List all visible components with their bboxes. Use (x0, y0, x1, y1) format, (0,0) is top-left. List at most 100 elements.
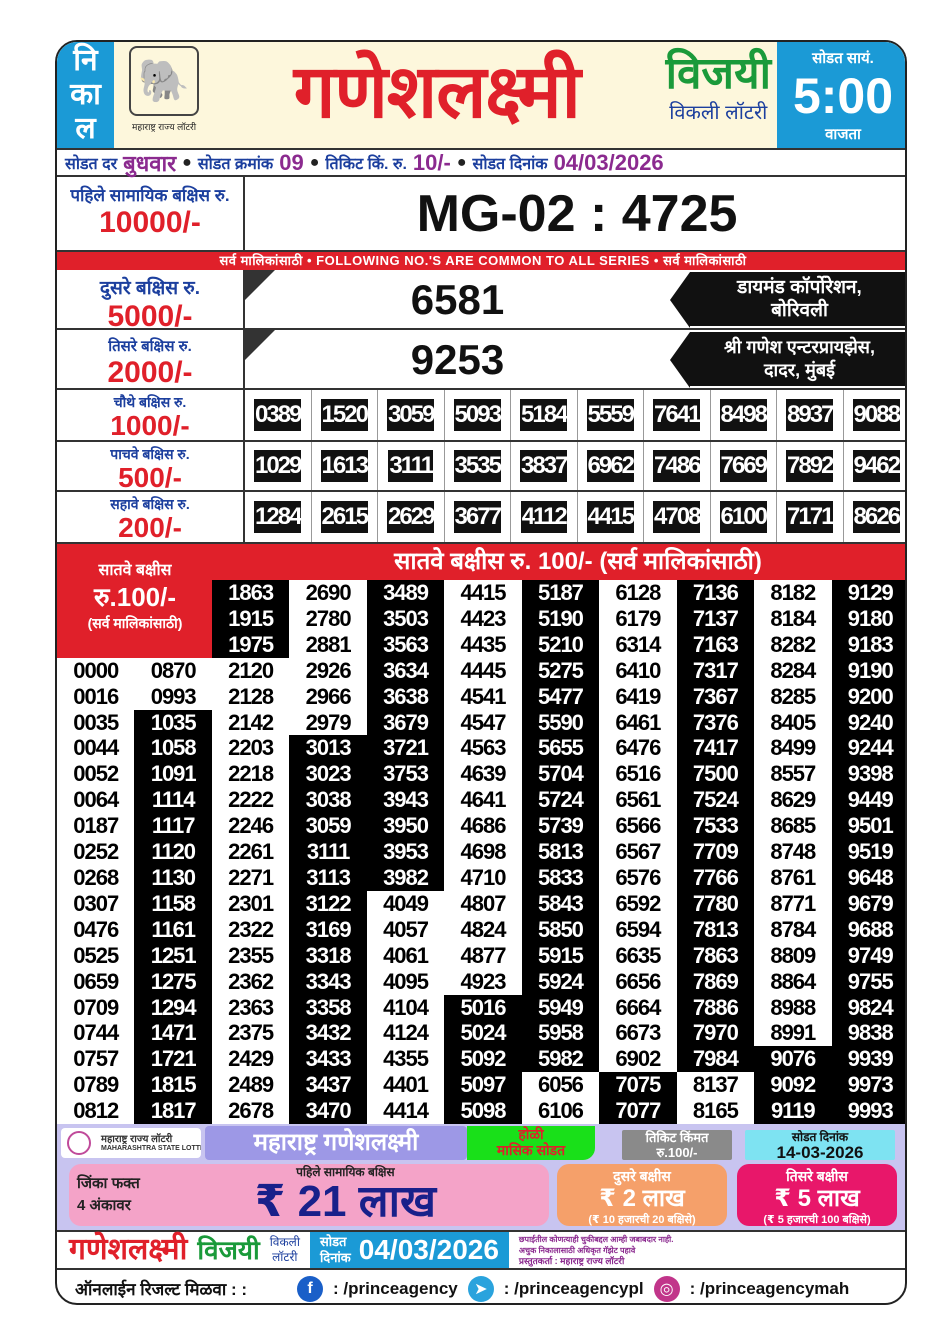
seventh-prize-number: 8557 (754, 761, 832, 788)
telegram-icon[interactable]: ➤ (467, 1275, 494, 1302)
seventh-prize-number: 7136 (676, 580, 755, 606)
seventh-prize-number: 2926 (289, 657, 367, 684)
seventh-prize-number: 3318 (289, 942, 367, 969)
seventh-prize-number: 2979 (289, 709, 367, 736)
seventh-prize-number: 5190 (521, 605, 600, 632)
prize-number: 7641 (653, 399, 701, 431)
seventh-prize-number: 1915 (211, 605, 290, 632)
seventh-prize-number: 5949 (521, 994, 600, 1021)
subtitle-block: विजयी विकली लॉटरी (660, 42, 777, 148)
seventh-prize-number: 9749 (831, 942, 905, 969)
seventh-prize-number: 4095 (366, 968, 445, 995)
seventh-prize-number: 6056 (521, 1072, 600, 1099)
prize-number: 0389 (254, 399, 302, 431)
seventh-prize-number: 9129 (831, 580, 905, 606)
seventh-prize-number: 0789 (57, 1072, 135, 1099)
seventh-prize-number: 9092 (754, 1072, 832, 1099)
seventh-prize-number: 2362 (211, 968, 290, 995)
seventh-prize-number: 1161 (134, 916, 212, 943)
seventh-prize-number: 2261 (211, 839, 290, 865)
seventh-prize-number: 0016 (57, 683, 135, 710)
seventh-prize-number: 9449 (831, 787, 905, 814)
seventh-prize-number: 3503 (366, 605, 445, 632)
seventh-prize-number: 0307 (57, 890, 135, 917)
seventh-prize-number: 0044 (57, 735, 135, 762)
seventh-prize-number: 8282 (754, 631, 832, 658)
prize-number: 9462 (852, 450, 901, 482)
seventh-prize-number: 4923 (444, 968, 522, 995)
state-lottery-text-en: MAHARASHTRA STATE LOTTERY (101, 1145, 201, 1152)
seventh-prize-number: 3111 (289, 839, 367, 865)
instagram-link[interactable]: : /princeagencymah (689, 1278, 850, 1298)
telegram-link[interactable]: : /princeagencypl (503, 1278, 644, 1298)
first-prize-promo-amount: ₹ 21 लाख (254, 1177, 436, 1226)
prize-number: 3535 (453, 450, 502, 482)
seventh-prize-number: 9240 (831, 709, 905, 736)
prize-label: तिसरे बक्षिस रु. 2000/- (57, 330, 245, 389)
promo-amount: ₹ 5 लाख (774, 1185, 860, 1212)
seventh-prize-number: 7813 (676, 916, 755, 943)
seventh-prize-number: 4547 (444, 709, 522, 736)
seventh-prize-number: 7417 (676, 735, 755, 762)
seventh-prize-number: 2429 (211, 1046, 290, 1073)
seventh-prize-number: 2355 (211, 942, 290, 969)
seventh-prize-number: 1275 (134, 968, 212, 995)
seventh-prize-number: 5739 (521, 813, 600, 840)
number-cell: 0389 (245, 390, 312, 440)
seventh-prize-number: 5655 (521, 735, 600, 762)
seventh-prize-number: 0757 (57, 1046, 135, 1073)
facebook-link[interactable]: : /princeagency (333, 1278, 458, 1298)
seventh-prize-number: 5843 (521, 890, 600, 917)
seventh-prize-number: 5210 (521, 631, 600, 658)
seventh-prize-label: सातवे बक्षीस रु.100/- (सर्व मालिकांसाठी) (57, 558, 213, 633)
seventh-prize-number: 1863 (211, 580, 290, 606)
prize-number: 9088 (852, 399, 901, 431)
presenter: प्रस्तुतकर्ता : महाराष्ट्र राज्य लॉटरी (518, 1255, 625, 1266)
number-cell: 8498 (711, 390, 777, 440)
seventh-prize-number: 3489 (366, 580, 445, 606)
seventh-prize-number: 9183 (831, 631, 905, 658)
seller-tag (245, 330, 275, 360)
seventh-prize-number: 5275 (521, 657, 600, 684)
seventh-prize-number: 3634 (366, 657, 445, 684)
seventh-prize-number: 1815 (134, 1072, 212, 1099)
seventh-prize-number: 8991 (754, 1020, 832, 1047)
prize-number: 5184 (520, 399, 568, 431)
seventh-prize-number: 9688 (831, 916, 905, 943)
seventh-prize-number: 9398 (831, 761, 905, 788)
seventh-prize-number: 1117 (134, 813, 212, 840)
seventh-prize-number: 8761 (754, 864, 832, 891)
seventh-prize-number: 8184 (754, 605, 832, 632)
seventh-prize-number: 3679 (366, 709, 445, 736)
seventh-prize-number: 1251 (134, 942, 212, 969)
instagram-icon[interactable]: ◎ (653, 1275, 680, 1302)
label-line: (सर्व मालिकांसाठी) (87, 615, 183, 631)
seventh-prize-number: 2203 (211, 735, 290, 762)
seventh-prize-number: 2375 (211, 1020, 290, 1047)
seventh-prize-number: 0659 (57, 968, 135, 995)
seventh-prize-number: 1975 (211, 631, 290, 658)
seller-tag (245, 270, 275, 300)
seventh-prize-number: 4639 (444, 761, 522, 788)
seventh-prize-number: 7780 (676, 890, 755, 917)
seventh-prize-number: 0525 (57, 942, 135, 969)
seventh-prize-number: 7137 (676, 605, 755, 632)
seventh-prize-number: 7077 (599, 1098, 677, 1125)
seventh-prize-number: 4807 (444, 890, 522, 917)
seventh-prize-number: 6656 (599, 968, 677, 995)
seventh-prize-number: 0709 (57, 994, 135, 1021)
seventh-prize-number: 0993 (134, 683, 212, 710)
lottery-subtitle: विजयी (665, 49, 771, 98)
seventh-prize-number: 6516 (599, 761, 677, 788)
prize-number: 7892 (786, 450, 834, 482)
seventh-prize-number: 6106 (521, 1098, 600, 1125)
seventh-prize-number: 5016 (444, 994, 522, 1021)
prize-label: सहावे बक्षिस रु. 200/- (57, 492, 245, 542)
seventh-prize-number: 1721 (134, 1046, 212, 1073)
bullet-icon: ● (182, 153, 192, 171)
seventh-prize-number: 8405 (754, 709, 832, 736)
logo-caption: महाराष्ट्र राज्य लॉटरी (131, 122, 197, 132)
facebook-icon[interactable]: f (297, 1275, 324, 1302)
seventh-prize-number: 8137 (676, 1072, 755, 1099)
seventh-prize-number: 0476 (57, 916, 135, 943)
